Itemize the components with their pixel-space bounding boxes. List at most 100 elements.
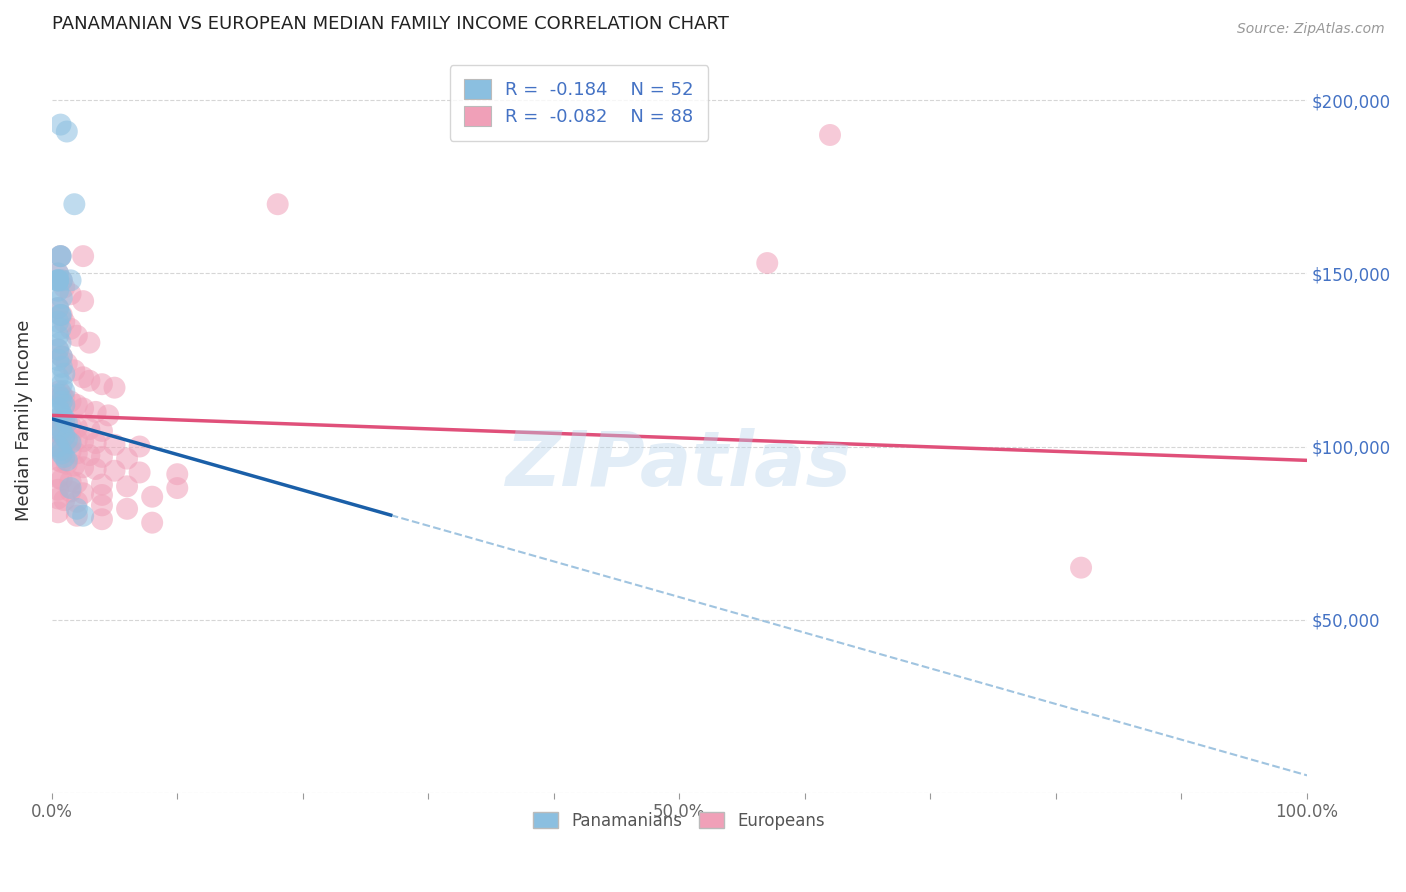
Point xyxy=(51,377,73,392)
Point xyxy=(103,381,125,395)
Point xyxy=(56,415,79,429)
Y-axis label: Median Family Income: Median Family Income xyxy=(15,320,32,521)
Point xyxy=(84,436,107,450)
Point xyxy=(51,359,73,374)
Point xyxy=(53,315,76,329)
Point xyxy=(51,387,73,401)
Point xyxy=(56,124,79,138)
Point xyxy=(91,512,114,526)
Point xyxy=(91,377,114,392)
Point xyxy=(49,308,72,322)
Point xyxy=(51,308,73,322)
Point xyxy=(46,453,69,467)
Point xyxy=(63,458,86,473)
Point xyxy=(91,450,114,464)
Point xyxy=(66,501,89,516)
Point xyxy=(84,405,107,419)
Point xyxy=(818,128,841,142)
Point xyxy=(51,273,73,287)
Point xyxy=(51,455,73,469)
Point xyxy=(46,412,69,426)
Point xyxy=(56,453,79,467)
Point xyxy=(59,474,82,488)
Point xyxy=(56,457,79,471)
Point xyxy=(53,429,76,443)
Point xyxy=(79,374,101,388)
Point xyxy=(53,367,76,381)
Point xyxy=(48,384,70,398)
Point xyxy=(1070,560,1092,574)
Point xyxy=(66,433,89,447)
Point xyxy=(51,442,73,456)
Point xyxy=(53,442,76,457)
Point xyxy=(46,401,69,416)
Point xyxy=(53,398,76,412)
Point xyxy=(59,394,82,409)
Point xyxy=(53,417,76,431)
Point xyxy=(66,446,89,460)
Point xyxy=(72,294,94,309)
Point xyxy=(46,273,69,287)
Point xyxy=(66,420,89,434)
Point xyxy=(53,391,76,405)
Point xyxy=(56,433,79,447)
Point xyxy=(51,350,73,364)
Point xyxy=(46,273,69,287)
Point xyxy=(91,477,114,491)
Legend: Panamanians, Europeans: Panamanians, Europeans xyxy=(527,805,832,837)
Point xyxy=(59,444,82,458)
Point xyxy=(46,315,69,329)
Point xyxy=(66,495,89,509)
Point xyxy=(46,343,69,357)
Point xyxy=(49,249,72,263)
Point xyxy=(53,280,76,294)
Point xyxy=(46,353,69,368)
Point xyxy=(46,470,69,484)
Point xyxy=(103,438,125,452)
Point xyxy=(51,427,73,442)
Point xyxy=(128,466,150,480)
Point xyxy=(53,493,76,508)
Point xyxy=(53,384,76,398)
Point xyxy=(51,446,73,460)
Point xyxy=(79,448,101,462)
Point xyxy=(72,460,94,475)
Point xyxy=(59,431,82,445)
Point xyxy=(97,409,120,423)
Point xyxy=(66,475,89,490)
Point xyxy=(49,422,72,436)
Point xyxy=(72,401,94,416)
Point xyxy=(51,425,73,440)
Point xyxy=(49,118,72,132)
Point xyxy=(128,440,150,454)
Point xyxy=(103,464,125,478)
Point xyxy=(46,440,69,454)
Point xyxy=(51,409,73,423)
Point xyxy=(46,483,69,497)
Point xyxy=(51,394,73,409)
Point xyxy=(49,249,72,263)
Point xyxy=(51,273,73,287)
Point xyxy=(51,472,73,486)
Point xyxy=(63,197,86,211)
Point xyxy=(66,328,89,343)
Point xyxy=(46,343,69,357)
Point xyxy=(66,398,89,412)
Point xyxy=(59,273,82,287)
Point xyxy=(79,335,101,350)
Point xyxy=(72,370,94,384)
Point xyxy=(53,412,76,426)
Point xyxy=(91,488,114,502)
Point xyxy=(53,429,76,443)
Point xyxy=(46,328,69,343)
Point xyxy=(51,291,73,305)
Point xyxy=(166,467,188,482)
Point xyxy=(46,425,69,440)
Point xyxy=(49,405,72,419)
Point xyxy=(267,197,290,211)
Point xyxy=(49,391,72,405)
Point xyxy=(59,481,82,495)
Point xyxy=(91,424,114,438)
Point xyxy=(59,418,82,433)
Point xyxy=(115,479,138,493)
